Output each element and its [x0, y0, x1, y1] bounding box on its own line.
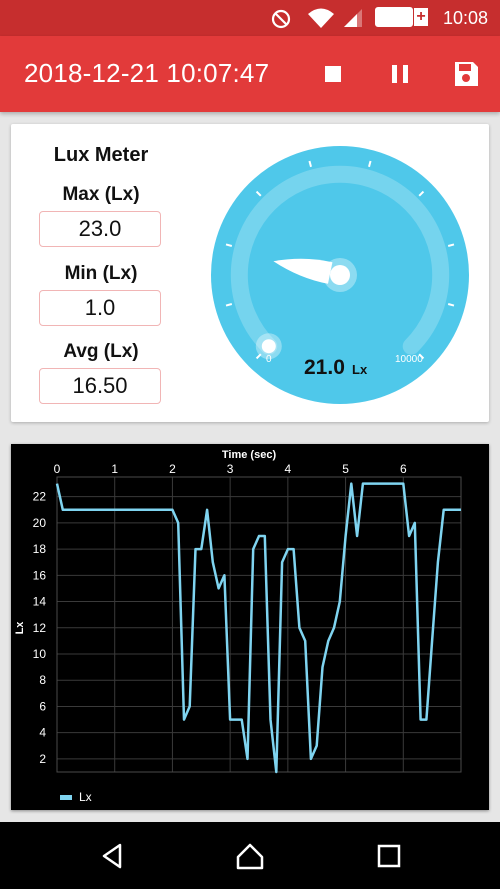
- gauge-hub: [330, 265, 350, 285]
- y-tick-label: 22: [33, 490, 47, 504]
- y-tick-label: 4: [39, 726, 46, 740]
- home-icon[interactable]: [234, 840, 266, 872]
- chart-grid: [56, 476, 462, 773]
- gauge-value: 21.0: [304, 356, 345, 379]
- gauge-ticks: [225, 160, 455, 360]
- gauge-unit: Lx: [352, 362, 368, 377]
- x-tick-label: 6: [400, 462, 407, 476]
- y-tick-label: 18: [33, 542, 47, 556]
- gauge-tick: [225, 243, 233, 247]
- plot-area: [56, 476, 462, 773]
- x-tick-label: 3: [227, 462, 234, 476]
- series-lx-line: [55, 482, 461, 774]
- gauge-max-label: 10000: [395, 354, 423, 365]
- stop-icon[interactable]: [317, 58, 349, 90]
- gauge-tick: [308, 160, 312, 168]
- gauge-tick: [418, 353, 425, 360]
- charging-icon: +: [414, 8, 428, 26]
- chart-y-label: Lx: [14, 621, 26, 635]
- max-value-field: 23.0: [39, 211, 161, 247]
- meter-card: Lux Meter Max (Lx) 23.0 Min (Lx) 1.0 Avg…: [11, 124, 489, 422]
- gauge-track: [230, 165, 450, 355]
- gauge-tick: [447, 243, 455, 247]
- navigation-bar: [0, 822, 500, 889]
- wifi-icon: [308, 8, 334, 28]
- gauge-tick: [255, 353, 262, 360]
- y-tick-label: 10: [33, 647, 47, 661]
- battery-icon: 81%: [375, 7, 413, 27]
- gauge-min-dot: [261, 339, 276, 354]
- avg-value-field: 16.50: [39, 368, 161, 404]
- y-tick-label: 12: [33, 621, 47, 635]
- y-tick-label: 16: [33, 568, 47, 582]
- avg-label: Avg (Lx): [63, 341, 139, 362]
- chart-x-ticks: 0 1 2 3 4 5 6: [54, 462, 407, 476]
- gauge-tick: [447, 303, 455, 307]
- x-tick-label: 5: [342, 462, 349, 476]
- chart-title: Time (sec): [222, 449, 277, 461]
- lux-gauge: 0 10000 21.0 Lx: [211, 146, 469, 404]
- save-icon[interactable]: [450, 58, 482, 90]
- gauge-tick: [368, 160, 372, 168]
- min-label: Min (Lx): [64, 263, 138, 284]
- legend-swatch: [60, 795, 72, 800]
- y-tick-label: 6: [39, 699, 46, 713]
- status-bar: 81% + 10:08: [0, 0, 500, 36]
- y-tick-label: 14: [33, 595, 47, 609]
- gauge-tick: [255, 190, 262, 197]
- gauge-min-label: 0: [266, 354, 272, 365]
- gauge-tick: [418, 190, 425, 197]
- legend-label: Lx: [79, 790, 92, 804]
- min-value-field: 1.0: [39, 290, 161, 326]
- status-time: 10:08: [442, 8, 488, 28]
- pause-icon[interactable]: [384, 58, 416, 90]
- do-not-disturb-icon: [271, 9, 291, 29]
- x-tick-label: 1: [111, 462, 118, 476]
- meter-title: Lux Meter: [53, 144, 149, 166]
- gauge-needle: [273, 258, 333, 284]
- y-tick-label: 8: [39, 673, 46, 687]
- x-tick-label: 0: [54, 462, 61, 476]
- max-label: Max (Lx): [62, 184, 140, 205]
- x-tick-label: 4: [285, 462, 292, 476]
- page-title: 2018-12-21 10:07:47: [24, 58, 270, 88]
- gauge-tick: [225, 303, 233, 307]
- y-tick-label: 20: [33, 516, 47, 530]
- app-bar: 2018-12-21 10:07:47: [0, 36, 500, 112]
- signal-icon: [344, 9, 362, 27]
- back-icon[interactable]: [96, 840, 128, 872]
- y-tick-label: 2: [39, 752, 46, 766]
- chart-y-ticks: 2 4 6 8 10 12 14 16 18 20 22: [33, 490, 47, 766]
- x-tick-label: 2: [169, 462, 176, 476]
- recents-icon[interactable]: [373, 840, 405, 872]
